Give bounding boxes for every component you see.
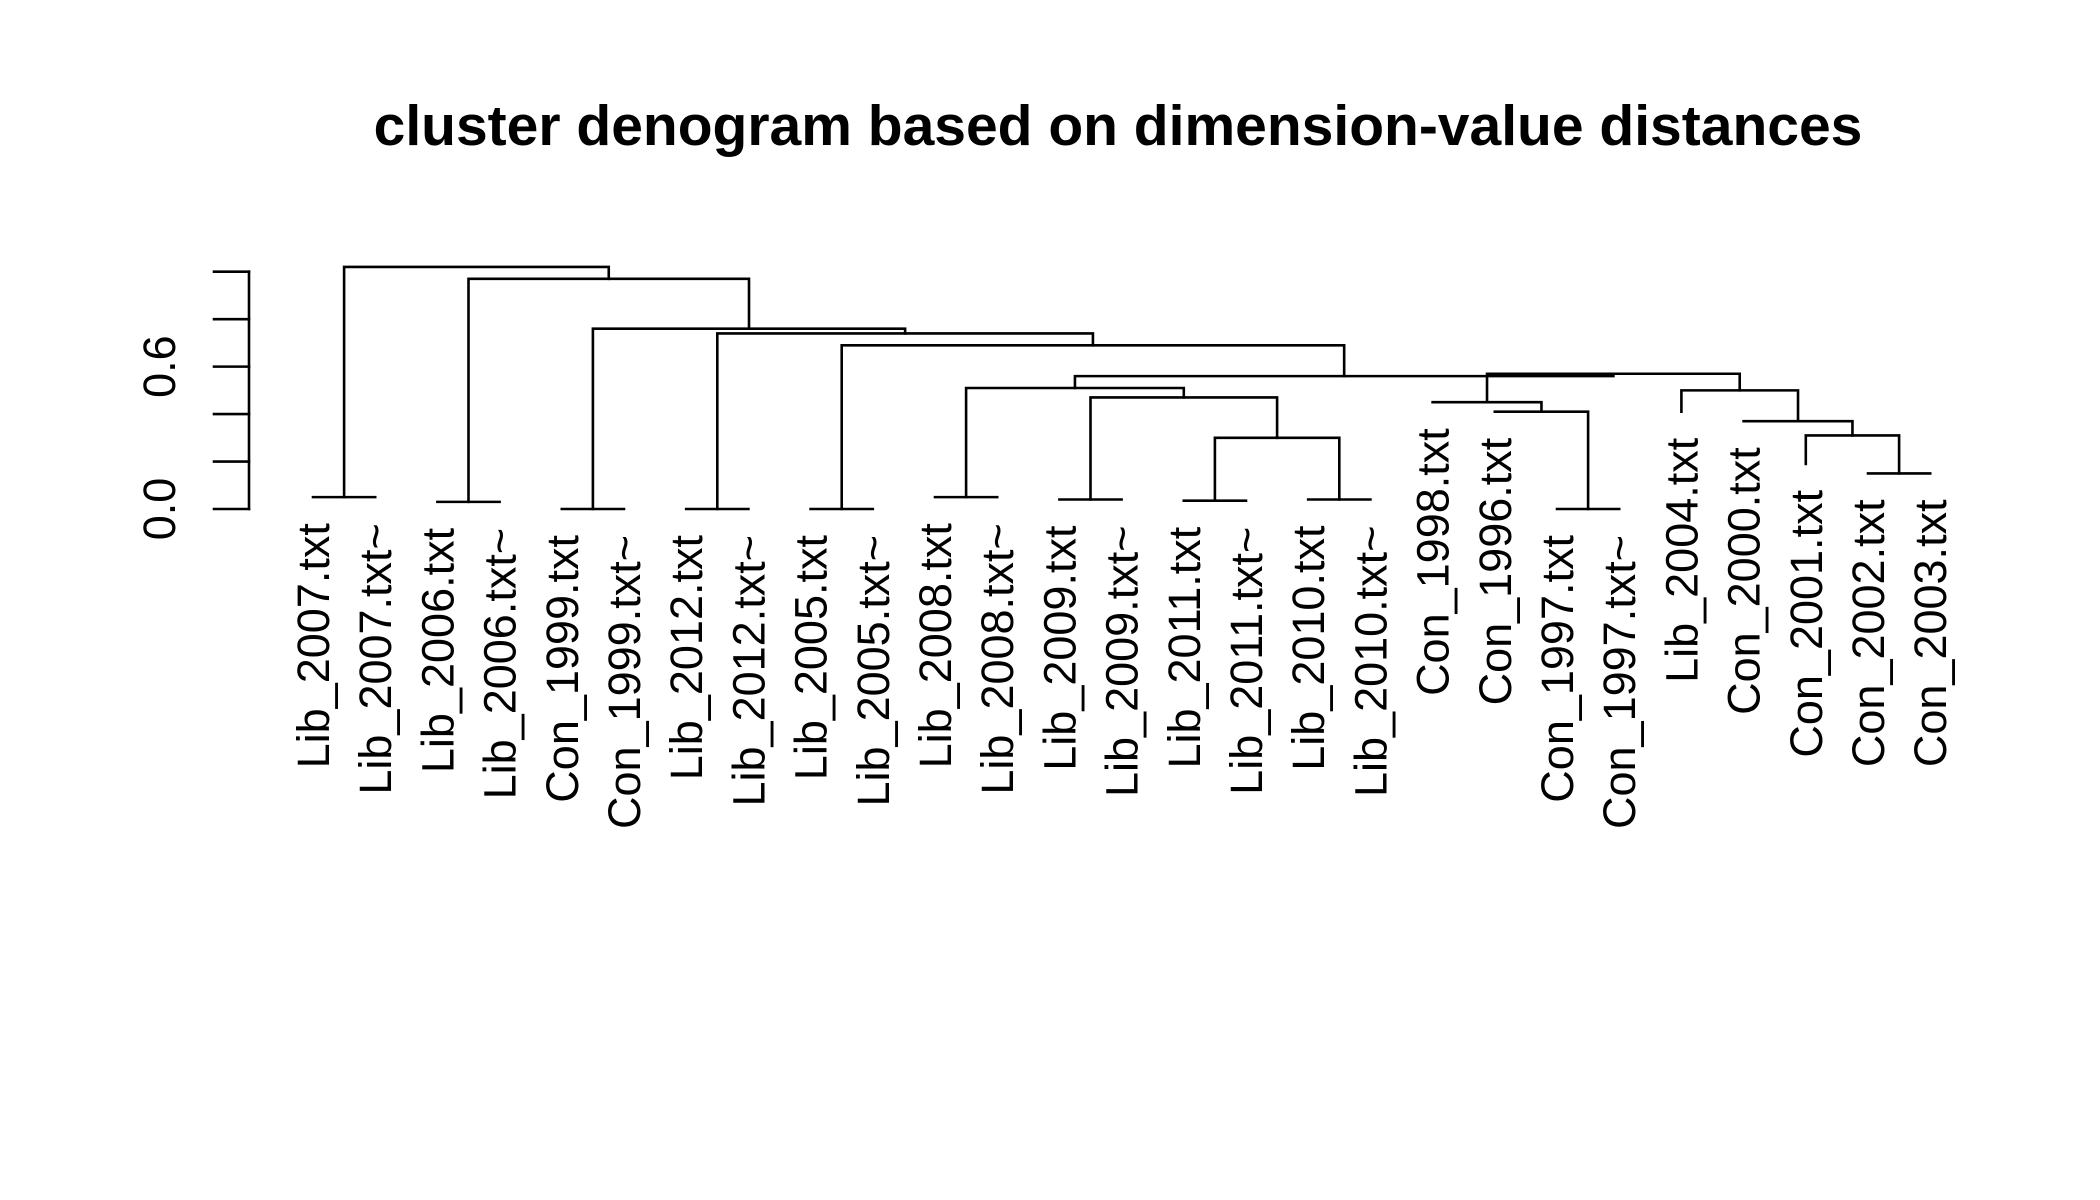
leaf-labels: Lib_2007.txt Lib_2007.txt~ Lib_2006.txt Lib… [288,428,1956,829]
dendrogram-branch [591,327,907,511]
leaf-label: Con_2001.txt [1781,489,1832,757]
leaf-label: Lib_2004.txt [1656,437,1707,683]
leaf-label: Con_2002.txt [1843,499,1894,767]
leaf-label: Lib_2009.txt~ [1097,526,1148,797]
dendrogram-branch [1742,419,1854,437]
leaf-label: Con_1997.txt~ [1594,535,1645,829]
y-tick-label: 0.6 [134,335,185,398]
dendrogram-branch [1431,400,1543,414]
leaf-label: Lib_2007.txt [288,523,339,769]
dendrogram-branch [964,386,1186,499]
leaf-label: Con_2003.txt [1905,499,1956,767]
dendrogram-branch [716,332,1095,511]
dendrogram-branch [467,277,751,504]
leaf-label: Lib_2010.txt [1283,525,1334,771]
leaf-label: Lib_2006.txt [412,527,463,773]
leaf-label: Lib_2006.txt~ [475,528,526,799]
leaf-label: Lib_2007.txt~ [350,523,401,794]
leaf-label: Lib_2011.txt [1159,526,1210,768]
leaf-label: Con_2000.txt [1719,447,1770,715]
leaf-label: Con_1996.txt [1470,437,1521,705]
leaf-label: Lib_2008.txt~ [972,523,1023,794]
leaf-label: Lib_2012.txt [661,535,712,781]
y-tick-label: 0.0 [134,478,185,541]
dendrogram-branch [1089,396,1279,501]
dendrogram-branch [342,265,611,499]
dendrogram-branch [840,343,1346,511]
leaf-label: Con_1999.txt~ [599,535,650,829]
leaf-label: Lib_2005.txt [786,535,837,781]
leaf-label: Lib_2005.txt~ [848,535,899,806]
dendrogram-branch [1804,434,1901,475]
dendrogram-branch [1680,389,1800,423]
leaf-label: Lib_2009.txt [1034,525,1085,771]
leaf-label: Lib_2012.txt~ [723,535,774,806]
leaf-label: Lib_2011.txt~ [1221,527,1272,795]
dendrogram-branch [1213,436,1341,502]
leaf-label: Lib_2010.txt~ [1345,526,1396,797]
leaf-label: Con_1999.txt [537,535,588,803]
dendrogram-branch [1493,410,1590,511]
chart-title: cluster denogram based on dimension-valu… [374,94,1863,158]
y-axis: 0.0 0.6 [134,270,251,541]
leaf-label: Con_1997.txt [1532,535,1583,803]
leaf-label: Lib_2008.txt [910,523,961,769]
dendrogram-branch [1485,372,1742,404]
leaf-label: Con_1998.txt [1408,428,1459,696]
dendrogram-branches [311,265,1932,511]
